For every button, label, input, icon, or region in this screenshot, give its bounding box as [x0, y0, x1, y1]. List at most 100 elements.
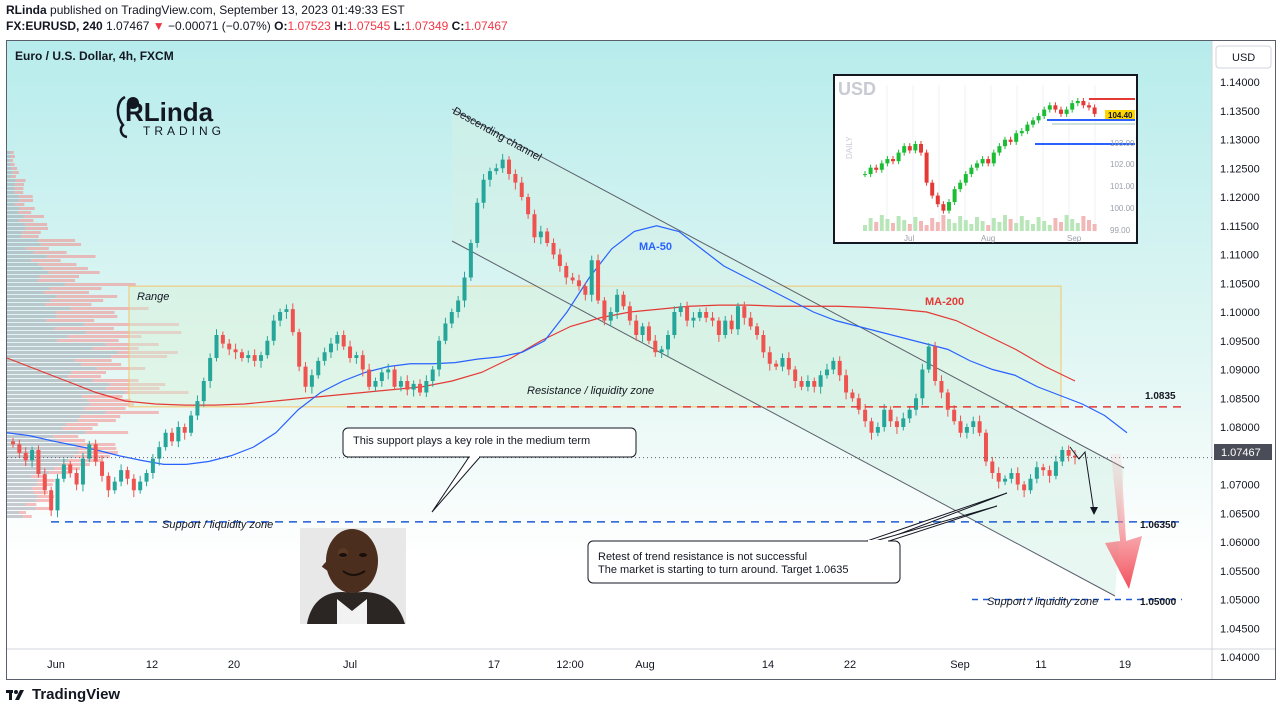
time-tick-label: Sep [950, 659, 970, 671]
candle-body [557, 254, 562, 266]
candle-body [551, 243, 556, 255]
resistance-zone-label: Resistance / liquidity zone [527, 385, 654, 397]
inset-candle-body [963, 174, 968, 183]
inset-candle-body [896, 152, 901, 162]
price-tick-label: 1.11500 [1220, 221, 1259, 233]
volume-profile-bar [60, 463, 90, 466]
volume-profile-bar [7, 343, 106, 346]
currency-button[interactable] [1215, 45, 1272, 69]
inset-x-tick: Sep [1067, 234, 1082, 243]
inset-candle-body [980, 159, 985, 164]
volume-profile-bar [7, 383, 110, 386]
channel-upper-line[interactable] [451, 108, 1125, 469]
close-label: C: [451, 19, 465, 33]
candle-body [443, 323, 448, 341]
usd-inset-chart[interactable]: USD DAILY 104.40 103.00 102.00 101.00 10… [833, 74, 1138, 244]
inset-candle-body [1047, 105, 1052, 110]
inset-volume-bar [1092, 224, 1097, 231]
inset-volume-bar [1075, 223, 1080, 231]
volume-profile-bar [55, 327, 114, 330]
volume-profile-bar [7, 319, 47, 322]
inset-candle-body [991, 152, 996, 164]
inset-volume-bar [930, 218, 935, 231]
ma200-line[interactable] [7, 304, 1076, 406]
volume-profile-bar [54, 467, 80, 470]
down-arrow-icon: ▼ [152, 19, 165, 33]
volume-profile-bar [14, 203, 25, 206]
volume-profile-bar [7, 511, 20, 514]
callout-2-box[interactable] [587, 540, 901, 584]
candle-body [583, 286, 588, 295]
volume-profile-bar [87, 399, 132, 402]
symbol-label[interactable]: FX:EURUSD, 240 [6, 19, 103, 33]
candle-body [1034, 467, 1039, 479]
candle-body [513, 174, 518, 183]
candle-body [882, 409, 887, 427]
tradingview-footer[interactable]: TradingView [6, 686, 120, 703]
inset-volume-bar [913, 217, 918, 231]
volume-profile-bar [14, 183, 25, 186]
candle-body [208, 358, 213, 381]
volume-profile-bar [7, 251, 34, 254]
inset-candle-body [947, 202, 951, 211]
candle-body [30, 450, 35, 461]
candle-body [449, 312, 454, 324]
inset-candle-body [907, 146, 912, 151]
volume-profile-bar [17, 211, 32, 214]
volume-profile-bar [7, 247, 26, 250]
close-value: 1.07467 [464, 19, 508, 33]
candle-body [259, 355, 264, 361]
volume-profile-bar [7, 479, 38, 482]
chart-svg[interactable]: 1.14000 1.13500 1.13000 1.12500 1.12000 1.115… [7, 41, 1275, 679]
candle-body [615, 294, 620, 312]
ma50-line[interactable] [7, 225, 1128, 465]
volume-profile-bar [18, 195, 33, 198]
candle-body [106, 475, 111, 491]
volume-profile-bar [106, 387, 160, 390]
volume-profile-bar [55, 311, 115, 314]
author-name[interactable]: RLinda [6, 3, 47, 17]
volume-profile-bar [25, 227, 48, 230]
time-tick-label: 22 [844, 659, 856, 671]
candlesticks [11, 153, 1077, 518]
inset-candle-body [919, 144, 923, 153]
chart-area[interactable]: 1.14000 1.13500 1.13000 1.12500 1.12000 1.115… [6, 40, 1276, 680]
callout-1-text: This support plays a key role in the med… [353, 435, 590, 447]
candle-body [589, 260, 594, 295]
callout-1-box[interactable] [342, 427, 637, 458]
inset-volume-bar [991, 218, 996, 231]
candle-body [405, 381, 410, 390]
candle-body [309, 375, 314, 387]
current-price-tag-text: 1.07467 [1221, 447, 1261, 459]
inset-candle-body [975, 163, 979, 168]
candle-body [386, 369, 391, 373]
big-down-arrow-icon[interactable] [1105, 454, 1142, 589]
forecast-path[interactable] [1069, 446, 1095, 513]
candle-body [42, 474, 47, 491]
candle-body [869, 421, 874, 433]
logo-line-2: TRADING [143, 124, 225, 138]
candle-body [971, 421, 976, 427]
volume-profile-bar [7, 271, 49, 274]
candle-body [354, 355, 359, 358]
channel-lower-line[interactable] [451, 240, 1116, 597]
candle-body [17, 444, 22, 453]
volume-profile-bar [21, 235, 39, 238]
candle-body [367, 369, 372, 387]
price-axis[interactable] [1212, 41, 1275, 679]
volume-profile-bar [89, 403, 134, 406]
volume-profile-bar [73, 455, 110, 458]
inset-y-tick: 99.00 [1110, 226, 1131, 235]
candle-body [576, 280, 581, 287]
candle-body [328, 343, 333, 353]
volume-profile-bar [7, 403, 90, 406]
candle-body [494, 168, 499, 172]
volume-profile-bar [79, 451, 118, 454]
candle-body [621, 294, 626, 307]
volume-profile-bar [10, 151, 14, 154]
candle-body [360, 355, 365, 370]
candle-body [316, 360, 321, 376]
symbol-info: FX:EURUSD, 240 1.07467 ▼ −0.00071 (−0.07… [6, 19, 508, 33]
volume-profile-bar [39, 275, 79, 278]
inset-candle-body [997, 146, 1002, 153]
